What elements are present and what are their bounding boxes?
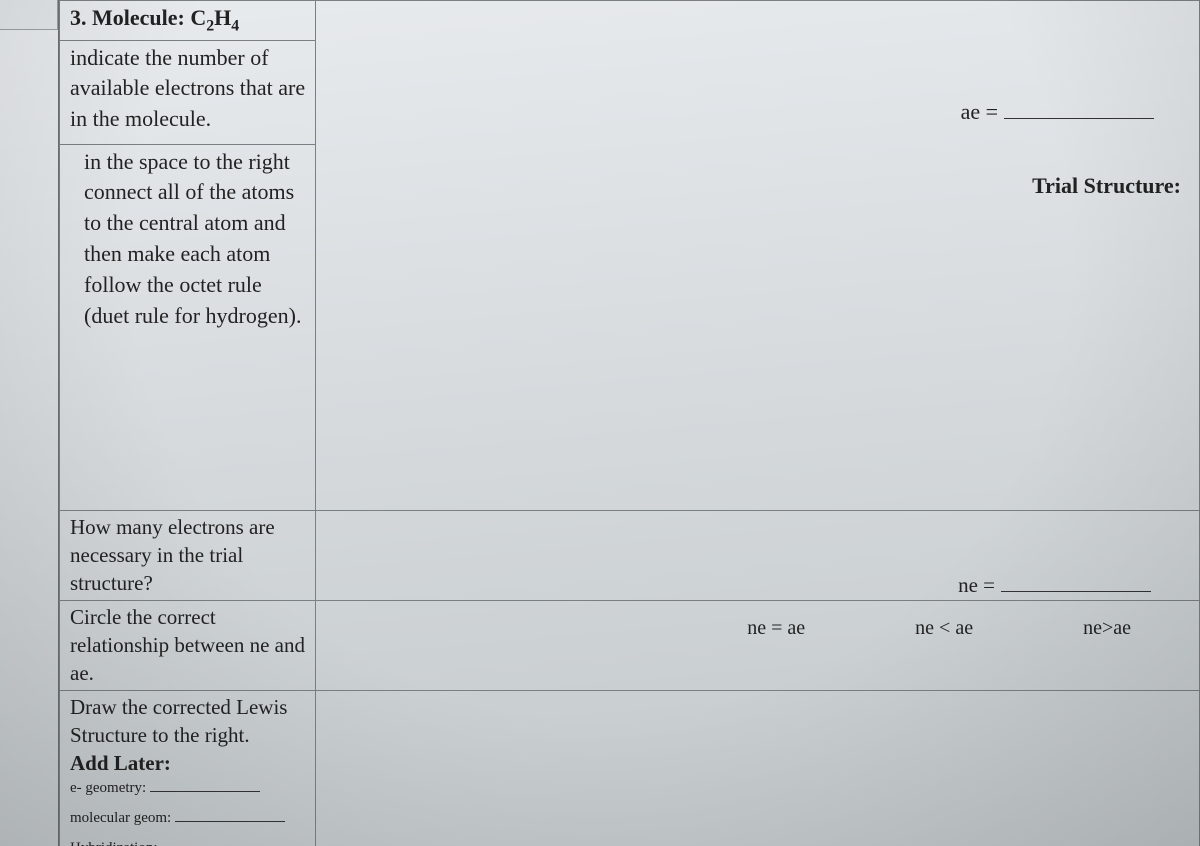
worksheet-page: 3. Molecule: C2H4 ae = Trial Structure: …	[0, 0, 1200, 846]
blank-e-geometry[interactable]	[150, 791, 260, 792]
ne-equation: ne =	[326, 573, 1191, 598]
cell-draw-lewis: Draw the corrected Lewis Structure to th…	[60, 690, 316, 846]
ae-label: ae =	[961, 99, 998, 124]
option-ne-gt-ae[interactable]: ne>ae	[1083, 617, 1131, 640]
relationship-options: ne = ae ne < ae ne>ae	[326, 603, 1191, 640]
ae-equation: ae =	[961, 99, 1154, 125]
text-how-many-ne: How many electrons are necessary in the …	[70, 515, 275, 596]
row-e-geometry: e- geometry:	[70, 778, 307, 798]
row-hybridization: Hybridization:	[70, 838, 307, 846]
text-connect-atoms: in the space to the right connect all of…	[84, 149, 301, 328]
formula-sub-4: 4	[231, 17, 239, 34]
ae-blank[interactable]	[1004, 118, 1154, 119]
molecule-label: Molecule:	[92, 5, 185, 30]
cell-relationship-options: ne = ae ne < ae ne>ae	[316, 600, 1200, 690]
ne-label: ne =	[958, 573, 995, 597]
text-indicate-electrons: indicate the number of available electro…	[70, 45, 305, 132]
label-hybridization: Hybridization:	[70, 840, 157, 846]
ne-blank[interactable]	[1001, 591, 1151, 592]
worksheet-sheet: 3. Molecule: C2H4 ae = Trial Structure: …	[58, 0, 1200, 846]
text-add-later: Add Later:	[70, 749, 307, 777]
cell-molecule-header: 3. Molecule: C2H4	[60, 1, 316, 41]
row-molecular-geom: molecular geom:	[70, 808, 307, 828]
molecule-formula: C2H4	[190, 5, 239, 30]
cell-connect-atoms: in the space to the right connect all of…	[60, 144, 316, 510]
cell-lewis-drawing-area[interactable]	[316, 690, 1200, 846]
text-circle-relationship: Circle the correct relationship between …	[70, 605, 305, 686]
label-molecular-geom: molecular geom:	[70, 810, 171, 826]
formula-sub-2a: 2	[206, 17, 214, 34]
option-ne-eq-ae[interactable]: ne = ae	[747, 617, 805, 640]
cell-trial-area: ae = Trial Structure:	[316, 1, 1200, 511]
formula-h: H	[214, 5, 231, 30]
page-corner	[0, 0, 58, 30]
label-e-geometry: e- geometry:	[70, 780, 146, 796]
trial-structure-label: Trial Structure:	[1032, 173, 1181, 199]
worksheet-table: 3. Molecule: C2H4 ae = Trial Structure: …	[59, 0, 1200, 846]
blank-molecular-geom[interactable]	[175, 821, 285, 822]
text-draw-lewis: Draw the corrected Lewis Structure to th…	[70, 693, 307, 750]
cell-indicate-electrons: indicate the number of available electro…	[60, 40, 316, 144]
formula-c: C	[190, 5, 206, 30]
cell-circle-relationship: Circle the correct relationship between …	[60, 600, 316, 690]
cell-ne-value: ne =	[316, 510, 1200, 600]
question-number: 3.	[70, 5, 87, 30]
option-ne-lt-ae[interactable]: ne < ae	[915, 617, 973, 640]
cell-how-many-ne: How many electrons are necessary in the …	[60, 510, 316, 600]
